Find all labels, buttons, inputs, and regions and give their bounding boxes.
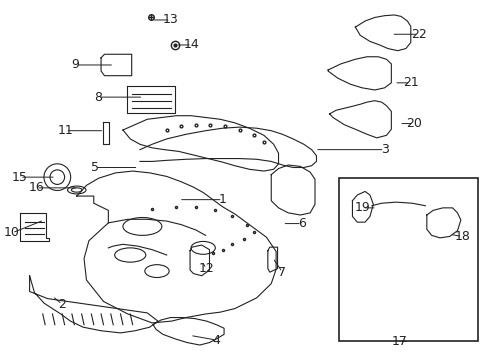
Text: 15: 15 xyxy=(12,171,28,184)
Text: 2: 2 xyxy=(58,298,66,311)
Text: 19: 19 xyxy=(354,201,369,214)
Text: 9: 9 xyxy=(71,58,79,72)
Text: 17: 17 xyxy=(390,335,406,348)
Text: 11: 11 xyxy=(58,124,73,137)
Text: 21: 21 xyxy=(402,76,418,89)
Text: 12: 12 xyxy=(198,262,214,275)
Text: 6: 6 xyxy=(297,217,305,230)
Text: 1: 1 xyxy=(218,193,226,206)
Text: 7: 7 xyxy=(278,266,286,279)
Text: 10: 10 xyxy=(4,226,20,239)
Text: 14: 14 xyxy=(184,39,200,51)
Text: 13: 13 xyxy=(163,13,178,27)
Text: 5: 5 xyxy=(91,161,99,174)
Text: 16: 16 xyxy=(28,181,44,194)
Text: 4: 4 xyxy=(212,333,220,347)
Text: 3: 3 xyxy=(380,143,387,156)
Bar xyxy=(339,178,477,341)
Text: 8: 8 xyxy=(94,91,102,104)
Text: 20: 20 xyxy=(405,117,421,130)
Text: 18: 18 xyxy=(453,230,469,243)
Text: 22: 22 xyxy=(410,28,426,41)
